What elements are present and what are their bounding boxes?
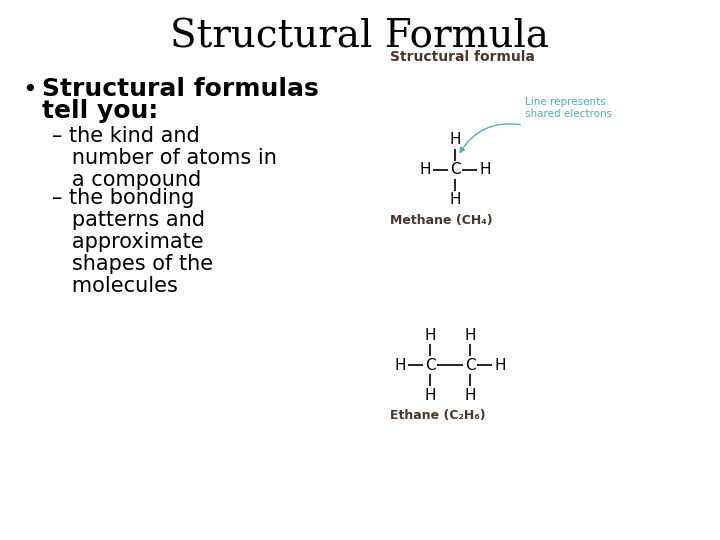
Text: H: H bbox=[464, 388, 476, 402]
Text: C: C bbox=[464, 357, 475, 373]
Text: Structural formulas: Structural formulas bbox=[42, 77, 319, 101]
Text: Structural formula: Structural formula bbox=[390, 50, 535, 64]
Text: approximate: approximate bbox=[52, 232, 204, 252]
Text: C: C bbox=[450, 163, 460, 178]
Text: Line represents
shared electrons: Line represents shared electrons bbox=[525, 97, 612, 119]
Text: H: H bbox=[480, 163, 491, 178]
Text: C: C bbox=[425, 357, 436, 373]
Text: – the bonding: – the bonding bbox=[52, 188, 194, 208]
Text: number of atoms in: number of atoms in bbox=[52, 148, 277, 168]
Text: Ethane (C₂H₆): Ethane (C₂H₆) bbox=[390, 409, 485, 422]
Text: Methane (CH₄): Methane (CH₄) bbox=[390, 214, 492, 227]
Text: H: H bbox=[395, 357, 406, 373]
Text: •: • bbox=[22, 78, 37, 102]
Text: shapes of the: shapes of the bbox=[52, 254, 213, 274]
Text: molecules: molecules bbox=[52, 276, 178, 296]
Text: H: H bbox=[424, 388, 436, 402]
Text: H: H bbox=[464, 327, 476, 342]
Text: H: H bbox=[419, 163, 431, 178]
Text: Structural Formula: Structural Formula bbox=[171, 18, 549, 55]
Text: H: H bbox=[494, 357, 505, 373]
Text: H: H bbox=[424, 327, 436, 342]
Text: a compound: a compound bbox=[52, 170, 202, 190]
Text: H: H bbox=[449, 132, 461, 147]
Text: H: H bbox=[449, 192, 461, 207]
Text: – the kind and: – the kind and bbox=[52, 126, 199, 146]
Text: tell you:: tell you: bbox=[42, 99, 158, 123]
Text: patterns and: patterns and bbox=[52, 210, 205, 230]
